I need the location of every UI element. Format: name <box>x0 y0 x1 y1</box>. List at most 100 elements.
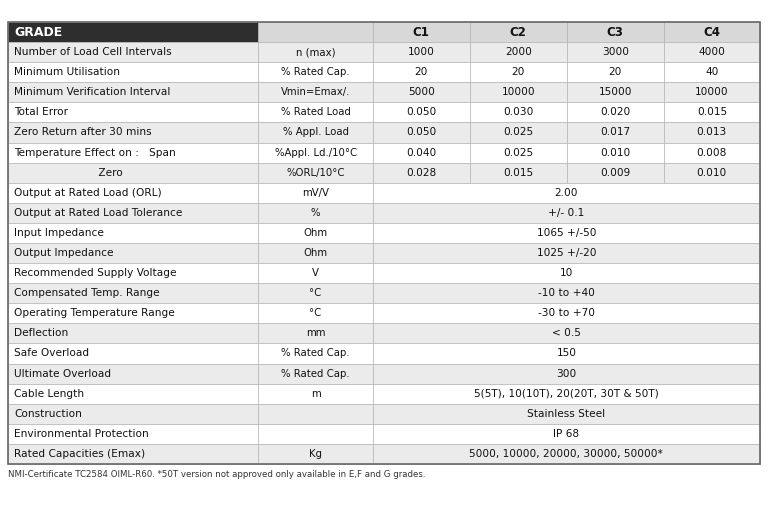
Bar <box>8 223 258 243</box>
Text: NMI-Certificate TC2584 OIML-R60. *50T version not approved only available in E,F: NMI-Certificate TC2584 OIML-R60. *50T ve… <box>8 470 425 479</box>
Bar <box>470 162 567 183</box>
Text: Ohm: Ohm <box>303 228 328 238</box>
Text: 0.009: 0.009 <box>600 168 631 178</box>
Text: 40: 40 <box>705 67 719 77</box>
Bar <box>372 363 760 383</box>
Text: 0.025: 0.025 <box>503 127 533 138</box>
Bar <box>372 323 760 343</box>
Bar <box>8 42 258 62</box>
Text: Zero: Zero <box>14 168 123 178</box>
Text: Total Error: Total Error <box>14 107 68 117</box>
Bar <box>8 343 258 363</box>
Text: % Rated Load: % Rated Load <box>280 107 350 117</box>
Text: n (max): n (max) <box>296 47 336 57</box>
Text: %ORL/10°C: %ORL/10°C <box>286 168 345 178</box>
Bar <box>8 183 258 203</box>
Bar <box>372 444 760 464</box>
Text: °C: °C <box>310 308 322 318</box>
Text: Output at Rated Load Tolerance: Output at Rated Load Tolerance <box>14 208 182 218</box>
Text: Compensated Temp. Range: Compensated Temp. Range <box>14 288 160 298</box>
Text: GRADE: GRADE <box>14 26 62 39</box>
Bar <box>372 243 760 263</box>
Bar <box>8 162 258 183</box>
Bar <box>8 142 258 162</box>
Text: 1065 +/-50: 1065 +/-50 <box>537 228 596 238</box>
Text: 5(5T), 10(10T), 20(20T, 30T & 50T): 5(5T), 10(10T), 20(20T, 30T & 50T) <box>474 389 659 399</box>
Bar <box>372 162 470 183</box>
Bar <box>258 263 372 283</box>
Bar <box>372 424 760 444</box>
Bar <box>8 303 258 323</box>
Text: Minimum Verification Interval: Minimum Verification Interval <box>14 87 170 97</box>
Text: 10: 10 <box>560 268 573 278</box>
Text: -30 to +70: -30 to +70 <box>538 308 595 318</box>
Text: Number of Load Cell Intervals: Number of Load Cell Intervals <box>14 47 171 57</box>
Bar <box>567 82 664 102</box>
Text: 0.010: 0.010 <box>697 168 727 178</box>
Bar <box>258 122 372 142</box>
Text: %Appl. Ld./10°C: %Appl. Ld./10°C <box>274 148 356 158</box>
Bar <box>8 62 258 82</box>
Bar <box>664 82 760 102</box>
Bar <box>567 102 664 122</box>
Bar <box>372 82 470 102</box>
Bar <box>258 424 372 444</box>
Text: 15000: 15000 <box>598 87 632 97</box>
Text: Environmental Protection: Environmental Protection <box>14 429 149 439</box>
Bar <box>258 82 372 102</box>
Bar <box>372 383 760 403</box>
Bar <box>372 403 760 424</box>
Bar <box>8 424 258 444</box>
Text: -10 to +40: -10 to +40 <box>538 288 594 298</box>
Text: Ultimate Overload: Ultimate Overload <box>14 369 111 379</box>
Text: 0.025: 0.025 <box>503 148 533 158</box>
Bar <box>372 283 760 303</box>
Bar <box>258 42 372 62</box>
Bar <box>8 403 258 424</box>
Bar <box>372 263 760 283</box>
Text: Safe Overload: Safe Overload <box>14 348 89 358</box>
Bar <box>470 22 567 42</box>
Bar <box>8 82 258 102</box>
Bar <box>372 62 470 82</box>
Bar <box>258 243 372 263</box>
Bar <box>664 42 760 62</box>
Bar <box>664 162 760 183</box>
Bar <box>258 62 372 82</box>
Bar <box>258 383 372 403</box>
Text: C2: C2 <box>510 26 527 39</box>
Text: 5000: 5000 <box>408 87 435 97</box>
Text: 0.050: 0.050 <box>406 107 436 117</box>
Text: Output Impedance: Output Impedance <box>14 248 114 258</box>
Text: 0.050: 0.050 <box>406 127 436 138</box>
Text: 0.020: 0.020 <box>600 107 631 117</box>
Text: Stainless Steel: Stainless Steel <box>528 409 605 419</box>
Bar <box>470 82 567 102</box>
Bar <box>372 42 470 62</box>
Bar <box>470 62 567 82</box>
Text: 20: 20 <box>608 67 622 77</box>
Bar <box>258 223 372 243</box>
Bar <box>470 102 567 122</box>
Bar <box>8 363 258 383</box>
Text: Minimum Utilisation: Minimum Utilisation <box>14 67 120 77</box>
Text: % Rated Cap.: % Rated Cap. <box>281 369 350 379</box>
Text: 4000: 4000 <box>698 47 725 57</box>
Bar <box>258 183 372 203</box>
Bar <box>372 343 760 363</box>
Text: mV/V: mV/V <box>302 188 329 198</box>
Text: 20: 20 <box>511 67 525 77</box>
Text: % Appl. Load: % Appl. Load <box>283 127 349 138</box>
Text: m: m <box>311 389 320 399</box>
Text: Ohm: Ohm <box>303 248 328 258</box>
Bar <box>8 383 258 403</box>
Bar <box>470 122 567 142</box>
Text: 0.017: 0.017 <box>600 127 631 138</box>
Text: Kg: Kg <box>309 449 322 459</box>
Bar <box>8 263 258 283</box>
Bar <box>567 142 664 162</box>
Text: 5000, 10000, 20000, 30000, 50000*: 5000, 10000, 20000, 30000, 50000* <box>469 449 664 459</box>
Text: 0.008: 0.008 <box>697 148 727 158</box>
Text: +/- 0.1: +/- 0.1 <box>548 208 584 218</box>
Text: Construction: Construction <box>14 409 82 419</box>
